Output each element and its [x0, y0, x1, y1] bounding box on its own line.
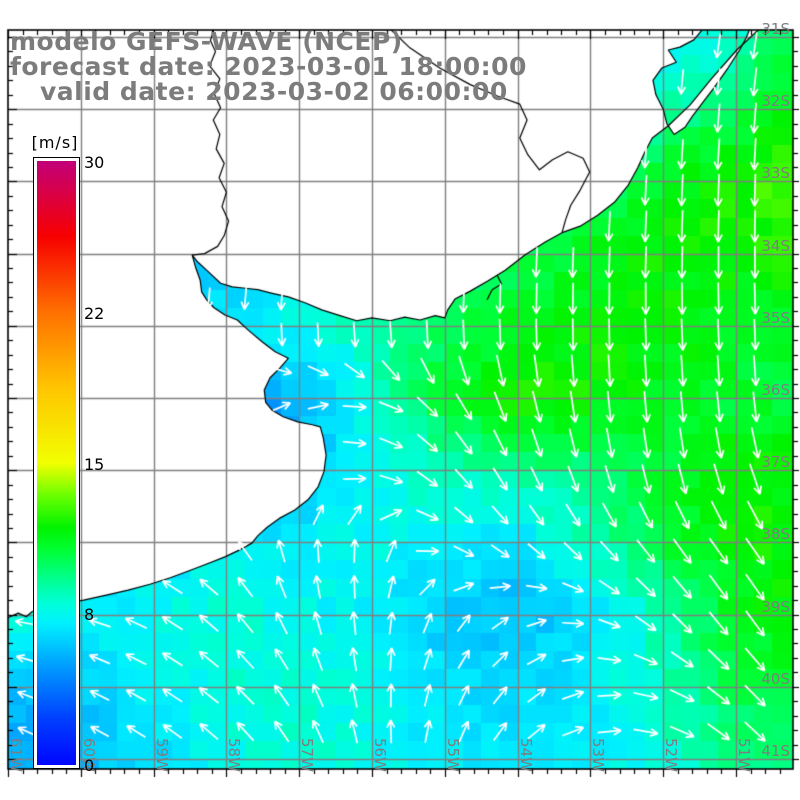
lat-label: 37S	[761, 453, 790, 472]
lon-label: 61W	[7, 738, 25, 772]
lat-label: 39S	[761, 597, 790, 616]
lon-label: 59W	[152, 738, 171, 772]
colorbar-tick-label: 8	[84, 605, 95, 625]
lat-label: 34S	[761, 236, 790, 255]
lon-label: 52W	[662, 738, 681, 772]
lat-label: 31S	[761, 20, 790, 38]
lon-label: 55W	[443, 738, 462, 772]
lat-label: 32S	[761, 92, 790, 111]
colorbar-tick-label: 15	[84, 454, 105, 474]
valid-date: valid date: 2023-03-02 06:00:00	[40, 77, 508, 106]
lon-label: 54W	[516, 738, 535, 772]
colorbar-unit-label: [m/s]	[31, 133, 79, 152]
colorbar-tick-label: 30	[84, 153, 105, 172]
lon-label: 53W	[589, 738, 608, 772]
title-block: modelo GEFS-WAVE (NCEP) forecast date: 2…	[10, 29, 527, 104]
lat-label: 40S	[761, 669, 790, 688]
lat-label: 38S	[761, 525, 790, 544]
lon-label: 58W	[225, 738, 244, 772]
colorbar-tick-label: 0	[84, 756, 95, 776]
lat-label: 36S	[761, 381, 790, 399]
colorbar-gradient	[37, 161, 76, 765]
colorbar	[33, 157, 80, 769]
lon-label: 56W	[371, 738, 389, 772]
forecast-date: forecast date: 2023-03-01 18:00:00	[10, 52, 527, 81]
lon-label: 51W	[735, 738, 753, 772]
colorbar-tick-label: 22	[84, 303, 105, 323]
lat-label: 33S	[761, 164, 790, 183]
lon-label: 57W	[298, 738, 317, 772]
model-title: modelo GEFS-WAVE (NCEP)	[10, 27, 403, 56]
lat-label: 35S	[761, 308, 790, 327]
lat-label: 41S	[761, 742, 790, 760]
